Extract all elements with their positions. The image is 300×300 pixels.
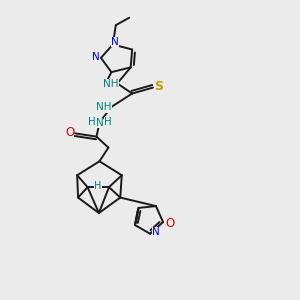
Text: H: H: [88, 117, 96, 127]
Text: N: N: [96, 118, 103, 128]
Text: O: O: [65, 126, 74, 139]
Text: NH: NH: [103, 79, 118, 89]
Text: N: N: [152, 227, 160, 237]
Text: O: O: [165, 217, 174, 230]
Text: NH: NH: [97, 103, 112, 112]
Text: N: N: [92, 52, 100, 62]
Text: S: S: [154, 80, 163, 93]
Text: H: H: [104, 117, 112, 127]
Text: N: N: [111, 37, 119, 47]
Text: H: H: [94, 181, 102, 191]
